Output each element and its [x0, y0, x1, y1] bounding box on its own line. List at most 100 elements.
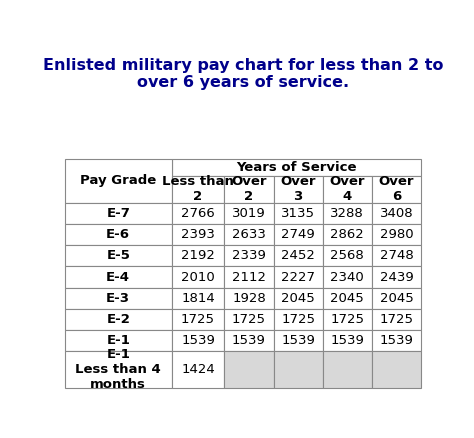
Text: 1725: 1725 [330, 313, 365, 326]
Text: 2452: 2452 [281, 249, 315, 262]
Bar [65, 159, 172, 203]
Text: E-5: E-5 [106, 249, 130, 262]
Text: 1725: 1725 [181, 313, 215, 326]
Bar [323, 203, 372, 224]
Bar [224, 203, 273, 224]
Bar [172, 309, 224, 330]
Bar [172, 159, 421, 176]
Text: Enlisted military pay chart for less than 2 to
over 6 years of service.: Enlisted military pay chart for less tha… [43, 58, 443, 90]
Bar [372, 224, 421, 245]
Bar [65, 224, 172, 245]
Bar [372, 245, 421, 266]
Bar [172, 330, 224, 351]
Bar [273, 309, 323, 330]
Bar [372, 288, 421, 309]
Text: Over
3: Over 3 [281, 175, 316, 203]
Text: 3288: 3288 [330, 207, 364, 220]
Bar [224, 245, 273, 266]
Text: 1539: 1539 [330, 334, 364, 347]
Text: 2633: 2633 [232, 228, 266, 241]
Text: E-2: E-2 [106, 313, 130, 326]
Text: 2112: 2112 [232, 271, 266, 283]
Bar [323, 224, 372, 245]
Bar [273, 176, 323, 203]
Bar [65, 351, 172, 388]
Bar [323, 266, 372, 288]
Text: 2568: 2568 [330, 249, 364, 262]
Text: 2766: 2766 [181, 207, 215, 220]
Bar [273, 224, 323, 245]
Bar [224, 351, 273, 388]
Bar [172, 351, 224, 388]
Bar [224, 176, 273, 203]
Text: 1725: 1725 [232, 313, 266, 326]
Bar [172, 176, 224, 203]
Bar [224, 288, 273, 309]
Bar [323, 245, 372, 266]
Text: E-1
Less than 4
months: E-1 Less than 4 months [75, 348, 161, 391]
Text: 3019: 3019 [232, 207, 266, 220]
Bar [372, 266, 421, 288]
Bar [273, 245, 323, 266]
Text: 1814: 1814 [181, 292, 215, 305]
Bar [172, 224, 224, 245]
Text: 2439: 2439 [380, 271, 413, 283]
Text: Pay Grade: Pay Grade [80, 174, 156, 187]
Text: 2045: 2045 [380, 292, 413, 305]
Text: 1539: 1539 [181, 334, 215, 347]
Bar [372, 309, 421, 330]
Text: 2393: 2393 [181, 228, 215, 241]
Text: E-4: E-4 [106, 271, 130, 283]
Bar [172, 245, 224, 266]
Bar [65, 245, 172, 266]
Bar [372, 176, 421, 203]
Text: 2862: 2862 [330, 228, 364, 241]
Text: E-7: E-7 [106, 207, 130, 220]
Bar [224, 224, 273, 245]
Bar [65, 288, 172, 309]
Bar [224, 266, 273, 288]
Bar [65, 266, 172, 288]
Bar [372, 351, 421, 388]
Text: 1928: 1928 [232, 292, 266, 305]
Bar [65, 309, 172, 330]
Bar [172, 203, 224, 224]
Text: Over
2: Over 2 [231, 175, 267, 203]
Text: Over
6: Over 6 [379, 175, 414, 203]
Bar [372, 203, 421, 224]
Text: 1539: 1539 [281, 334, 315, 347]
Text: 3135: 3135 [281, 207, 315, 220]
Text: 2192: 2192 [181, 249, 215, 262]
Text: 2045: 2045 [281, 292, 315, 305]
Text: 2980: 2980 [380, 228, 413, 241]
Text: E-6: E-6 [106, 228, 130, 241]
Text: 2749: 2749 [281, 228, 315, 241]
Text: Years of Service: Years of Service [236, 161, 356, 174]
Text: 3408: 3408 [380, 207, 413, 220]
Bar [273, 288, 323, 309]
Bar [273, 330, 323, 351]
Text: 1725: 1725 [281, 313, 315, 326]
Text: 2340: 2340 [330, 271, 364, 283]
Text: 1539: 1539 [380, 334, 413, 347]
Bar [323, 176, 372, 203]
Text: 2748: 2748 [380, 249, 413, 262]
Bar [172, 266, 224, 288]
Text: 2339: 2339 [232, 249, 266, 262]
Text: 1539: 1539 [232, 334, 266, 347]
Bar [273, 266, 323, 288]
Text: 2227: 2227 [281, 271, 315, 283]
Text: 1424: 1424 [181, 363, 215, 376]
Bar [323, 288, 372, 309]
Text: E-3: E-3 [106, 292, 130, 305]
Text: E-1: E-1 [106, 334, 130, 347]
Bar [323, 309, 372, 330]
Bar [224, 309, 273, 330]
Text: Less than
2: Less than 2 [162, 175, 234, 203]
Text: 2010: 2010 [181, 271, 215, 283]
Bar [372, 330, 421, 351]
Bar [273, 203, 323, 224]
Text: Over
4: Over 4 [329, 175, 365, 203]
Bar [323, 330, 372, 351]
Bar [65, 203, 172, 224]
